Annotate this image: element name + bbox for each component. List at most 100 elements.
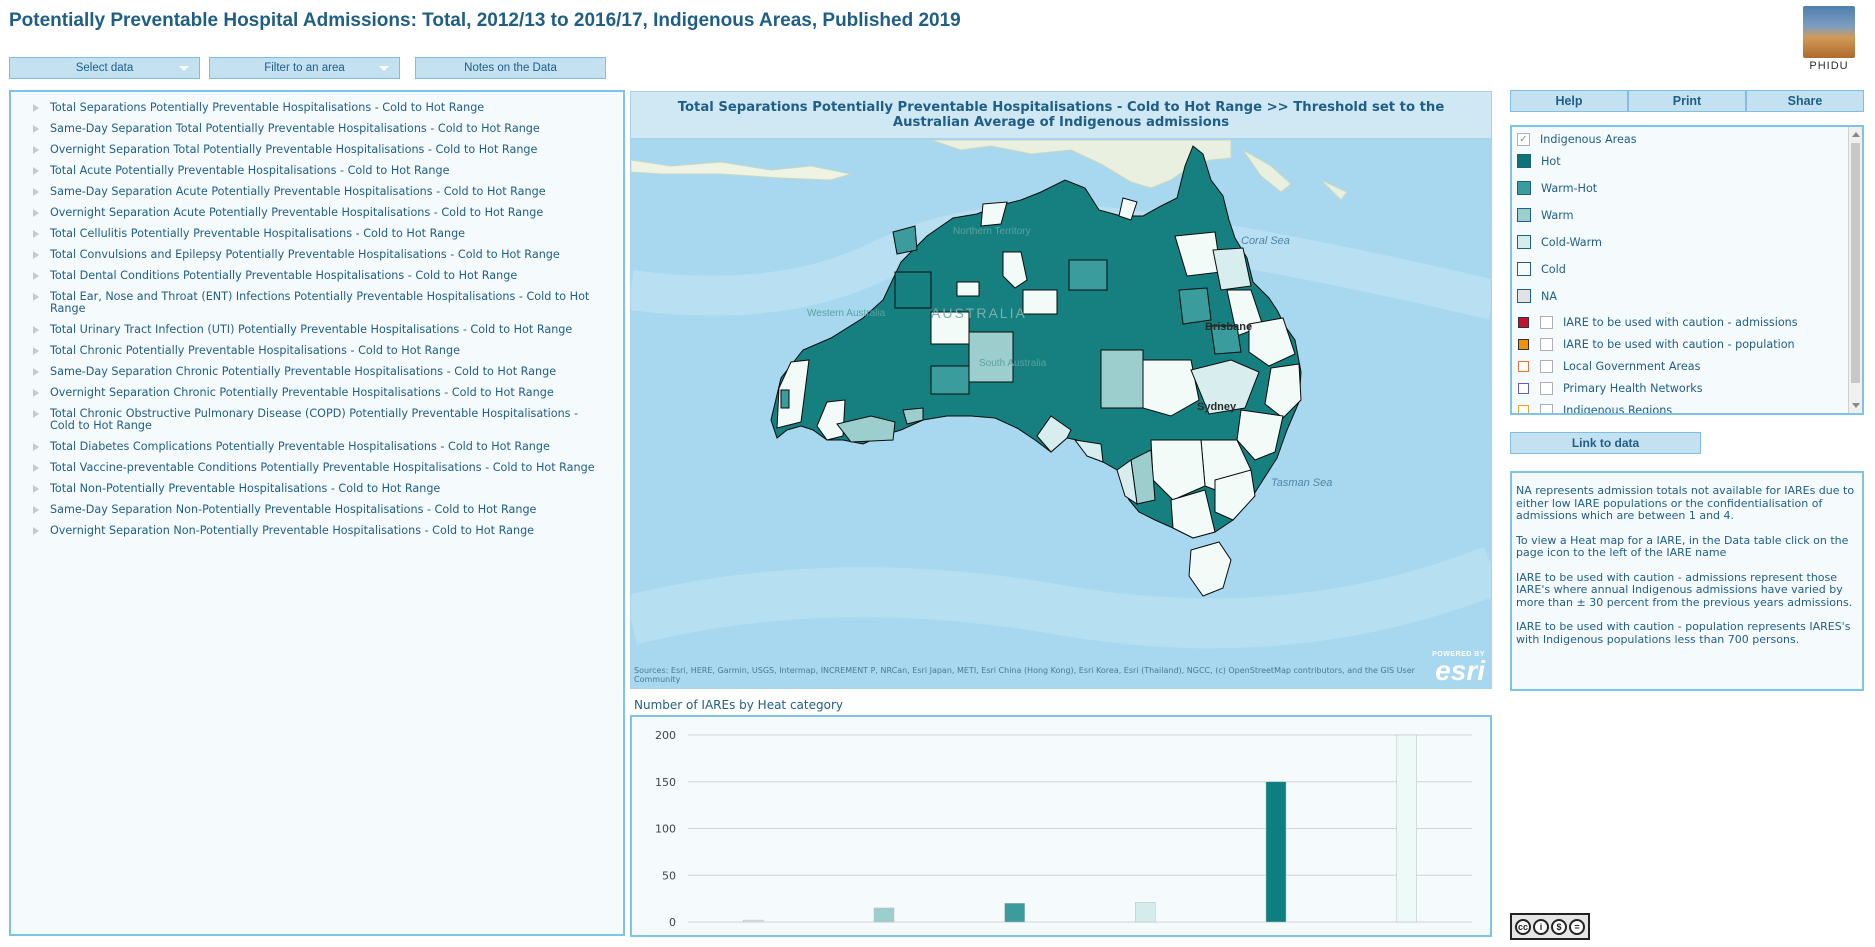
data-list-item-label: Total Acute Potentially Preventable Hosp… — [50, 164, 450, 177]
phidu-logo[interactable]: PHIDU — [1803, 6, 1855, 72]
creative-commons-badge[interactable]: cc i $ = — [1510, 913, 1590, 940]
expand-arrow-icon[interactable] — [33, 146, 39, 154]
legend-layer-row[interactable]: IARE to be used with caution - populatio… — [1518, 336, 1795, 352]
checkbox[interactable] — [1540, 403, 1553, 413]
data-list-item[interactable]: Same-Day Separation Non-Potentially Prev… — [11, 504, 623, 516]
help-button[interactable]: Help — [1510, 90, 1628, 112]
filter-area-button[interactable]: Filter to an area — [209, 57, 400, 79]
legend-layer-row[interactable]: Local Government Areas — [1518, 358, 1700, 374]
expand-arrow-icon[interactable] — [33, 326, 39, 334]
data-list-item[interactable]: Total Chronic Potentially Preventable Ho… — [11, 345, 623, 357]
legend-layer-title: Indigenous Areas — [1540, 132, 1637, 146]
expand-arrow-icon[interactable] — [33, 104, 39, 112]
y-tick-label: 50 — [662, 869, 676, 882]
expand-arrow-icon[interactable] — [33, 251, 39, 259]
data-list-item-label: Overnight Separation Total Potentially P… — [50, 143, 538, 156]
bar-hot[interactable] — [1265, 781, 1287, 923]
legend-item-label: Warm — [1541, 208, 1574, 222]
expand-arrow-icon[interactable] — [33, 230, 39, 238]
bar-warm[interactable] — [873, 907, 895, 923]
tasmania — [1188, 541, 1232, 597]
chart-canvas: 0 50 100 150 200 — [655, 729, 1472, 929]
data-list-item[interactable]: Total Urinary Tract Infection (UTI) Pote… — [11, 324, 623, 336]
data-list-item[interactable]: Total Ear, Nose and Throat (ENT) Infecti… — [11, 291, 623, 315]
data-list-item-label: Same-Day Separation Non-Potentially Prev… — [50, 503, 537, 516]
data-list-item[interactable]: Total Cellulitis Potentially Preventable… — [11, 228, 623, 240]
expand-arrow-icon[interactable] — [33, 368, 39, 376]
label-wa: Western Australia — [807, 308, 886, 319]
data-list-item[interactable]: Total Diabetes Complications Potentially… — [11, 441, 623, 453]
print-button[interactable]: Print — [1628, 90, 1746, 112]
legend-layer-toggle[interactable]: ✓ Indigenous Areas — [1517, 131, 1637, 147]
link-to-data-button[interactable]: Link to data — [1510, 432, 1701, 454]
bar-na[interactable] — [743, 919, 764, 923]
expand-arrow-icon[interactable] — [33, 347, 39, 355]
share-button[interactable]: Share — [1746, 90, 1864, 112]
legend-item-warm: Warm — [1517, 207, 1574, 223]
expand-arrow-icon[interactable] — [33, 527, 39, 535]
layer-label: IARE to be used with caution - populatio… — [1563, 337, 1795, 351]
data-list-item[interactable]: Overnight Separation Acute Potentially P… — [11, 207, 623, 219]
data-list-item[interactable]: Same-Day Separation Chronic Potentially … — [11, 366, 623, 378]
data-list-item[interactable]: Overnight Separation Chronic Potentially… — [11, 387, 623, 399]
map-canvas[interactable]: Coral Sea Tasman Sea Brisbane Sydney AUS… — [631, 140, 1492, 689]
by-icon: i — [1533, 918, 1549, 935]
expand-arrow-icon[interactable] — [33, 125, 39, 133]
label-brisbane: Brisbane — [1205, 321, 1252, 333]
expand-arrow-icon[interactable] — [33, 506, 39, 514]
data-list-item[interactable]: Total Separations Potentially Preventabl… — [11, 102, 623, 114]
data-list-item-label: Total Convulsions and Epilepsy Potential… — [50, 248, 560, 261]
legend-layer-row[interactable]: Indigenous Regions — [1518, 402, 1672, 413]
data-list-item[interactable]: Overnight Separation Total Potentially P… — [11, 144, 623, 156]
notes-button[interactable]: Notes on the Data — [415, 57, 606, 79]
layer-symbol — [1518, 404, 1529, 413]
note-na: NA represents admission totals not avail… — [1516, 484, 1855, 522]
checkbox[interactable] — [1540, 381, 1553, 395]
data-list-item[interactable]: Total Non-Potentially Preventable Hospit… — [11, 483, 623, 495]
expand-arrow-icon[interactable] — [33, 389, 39, 397]
legend-swatch — [1517, 235, 1531, 249]
data-list-item[interactable]: Total Vaccine-preventable Conditions Pot… — [11, 462, 623, 474]
data-list-item-label: Overnight Separation Non-Potentially Pre… — [50, 524, 535, 537]
select-data-button[interactable]: Select data — [9, 57, 200, 79]
expand-arrow-icon[interactable] — [33, 188, 39, 196]
legend-scrollbar[interactable] — [1848, 127, 1862, 413]
checkbox[interactable] — [1540, 315, 1553, 329]
scroll-up-icon[interactable] — [1852, 132, 1860, 137]
scroll-thumb[interactable] — [1851, 143, 1860, 383]
map-view[interactable]: Coral Sea Tasman Sea Brisbane Sydney AUS… — [630, 139, 1492, 689]
bar-cold[interactable] — [1396, 734, 1417, 923]
data-list-item[interactable]: Total Dental Conditions Potentially Prev… — [11, 270, 623, 282]
nc-icon: $ — [1551, 918, 1567, 935]
scroll-down-icon[interactable] — [1852, 403, 1860, 408]
data-list-item[interactable]: Total Acute Potentially Preventable Hosp… — [11, 165, 623, 177]
expand-arrow-icon[interactable] — [33, 464, 39, 472]
data-list-item[interactable]: Same-Day Separation Acute Potentially Pr… — [11, 186, 623, 198]
data-list-item-label: Overnight Separation Chronic Potentially… — [50, 386, 554, 399]
expand-arrow-icon[interactable] — [33, 443, 39, 451]
esri-logo[interactable]: POWERED BY esri — [1432, 651, 1485, 685]
expand-arrow-icon[interactable] — [33, 410, 39, 418]
bar-warm-hot[interactable] — [1004, 903, 1025, 923]
bar-cold-warm[interactable] — [1135, 902, 1156, 923]
data-list-item[interactable]: Same-Day Separation Total Potentially Pr… — [11, 123, 623, 135]
expand-arrow-icon[interactable] — [33, 272, 39, 280]
legend-layer-row[interactable]: IARE to be used with caution - admission… — [1518, 314, 1798, 330]
checkbox[interactable] — [1540, 359, 1553, 373]
expand-arrow-icon[interactable] — [33, 209, 39, 217]
expand-arrow-icon[interactable] — [33, 167, 39, 175]
note-caution-admissions: IARE to be used with caution - admission… — [1516, 570, 1853, 609]
checkbox-checked-icon[interactable]: ✓ — [1517, 132, 1530, 146]
heat-category-chart[interactable]: 0 50 100 150 200 — [630, 715, 1492, 937]
checkbox[interactable] — [1540, 337, 1553, 351]
legend-item-na: NA — [1517, 288, 1557, 304]
label-tasman-sea: Tasman Sea — [1271, 477, 1332, 489]
data-list-item[interactable]: Total Chronic Obstructive Pulmonary Dise… — [11, 408, 623, 432]
legend-layer-row[interactable]: Primary Health Networks — [1518, 380, 1703, 396]
legend-item-label: Cold-Warm — [1541, 235, 1602, 249]
data-list-item[interactable]: Total Convulsions and Epilepsy Potential… — [11, 249, 623, 261]
expand-arrow-icon[interactable] — [33, 485, 39, 493]
data-list-item-label: Total Separations Potentially Preventabl… — [50, 101, 485, 114]
expand-arrow-icon[interactable] — [33, 293, 39, 301]
data-list-item[interactable]: Overnight Separation Non-Potentially Pre… — [11, 525, 623, 537]
